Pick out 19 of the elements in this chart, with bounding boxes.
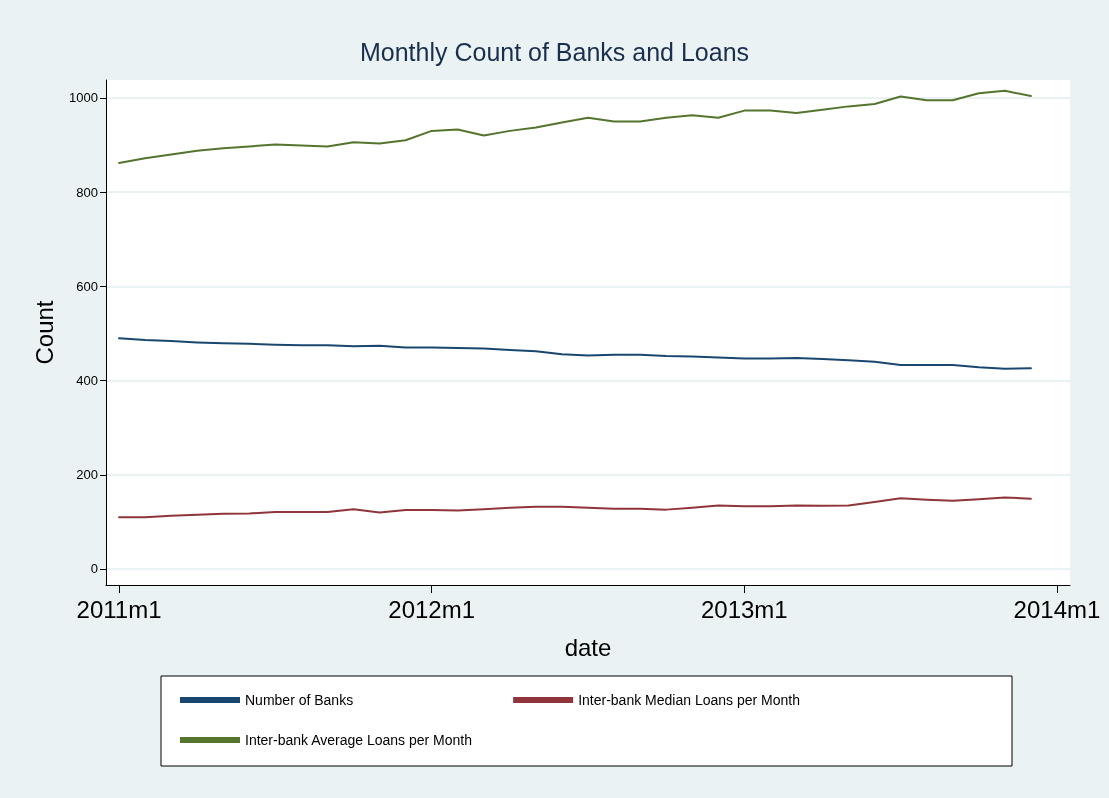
x-tick-label: 2013m1	[700, 595, 788, 623]
y-tick-label: 600	[76, 278, 98, 294]
line-series	[118, 337, 1032, 370]
x-tick-label: 2012m1	[388, 595, 476, 623]
x-tick-label: 2011m1	[76, 595, 162, 623]
line-series	[118, 89, 1032, 164]
y-tick-label: 400	[76, 373, 98, 389]
legend-label: Inter-bank Average Loans per Month	[245, 732, 473, 748]
legend-label: Number of Banks	[245, 692, 354, 708]
x-axis-title: date	[564, 633, 612, 661]
x-tick-label: 2014m1	[1013, 595, 1101, 623]
legend-label: Inter-bank Median Loans per Month	[578, 692, 800, 708]
y-tick-label: 0	[90, 561, 98, 577]
y-tick-label: 800	[76, 184, 98, 200]
chart-title: Monthly Count of Banks and Loans	[359, 37, 750, 66]
y-tick-label: 1000	[69, 90, 98, 106]
y-axis-title: Count	[30, 300, 58, 365]
line-series	[118, 496, 1032, 519]
y-tick-label: 200	[76, 467, 98, 483]
